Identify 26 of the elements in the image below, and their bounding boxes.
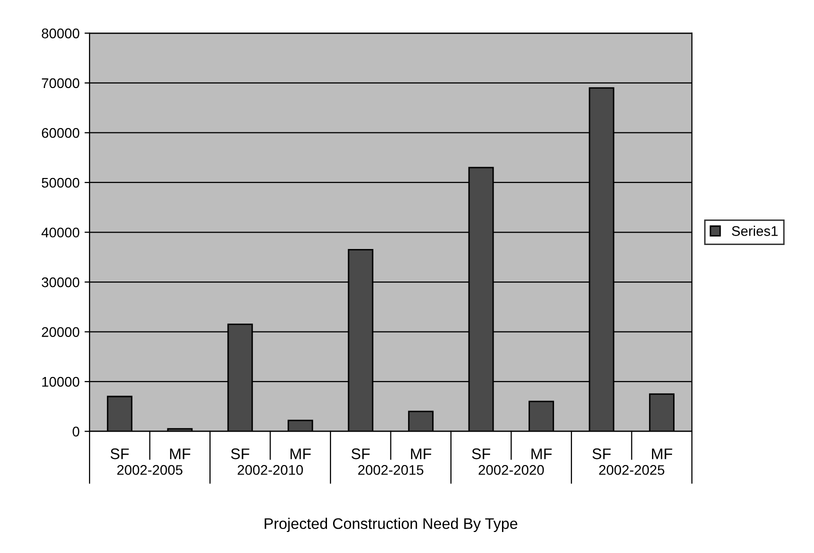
text: 2002-2010 — [238, 465, 303, 475]
x-tick-label: SF — [110, 448, 129, 460]
legend-label: Series1 — [732, 226, 778, 236]
x-tick-label: SF — [592, 448, 611, 460]
x-tick-label: MF — [652, 448, 672, 460]
text: 2002-2020 — [478, 465, 544, 475]
x-tick-label: SF — [352, 448, 370, 460]
y-tick-label: 20000 — [42, 327, 80, 337]
x-tick-label: MF — [290, 448, 311, 460]
y-tick-label: 40000 — [42, 228, 80, 238]
y-tick-label: 80000 — [42, 28, 80, 38]
text: 2002-2025 — [599, 465, 664, 475]
text: 2002-2015 — [358, 465, 424, 475]
x-tick-label: MF — [170, 448, 190, 460]
x-tick-label: MF — [532, 448, 552, 460]
y-tick-label: 70000 — [42, 78, 80, 88]
x-tick-label: SF — [472, 448, 490, 460]
y-tick-label: 30000 — [42, 277, 80, 288]
x-tick-label: MF — [411, 448, 432, 460]
x-tick-label: SF — [231, 448, 250, 460]
y-tick-label: 10000 — [42, 376, 80, 387]
x-axis-title: Projected Construction Need By Type — [264, 518, 518, 532]
y-tick-label: 60000 — [42, 128, 80, 138]
text: 2002-2005 — [117, 465, 182, 475]
y-tick-label: 50000 — [42, 178, 80, 188]
y-tick-label: 0 — [72, 426, 80, 437]
